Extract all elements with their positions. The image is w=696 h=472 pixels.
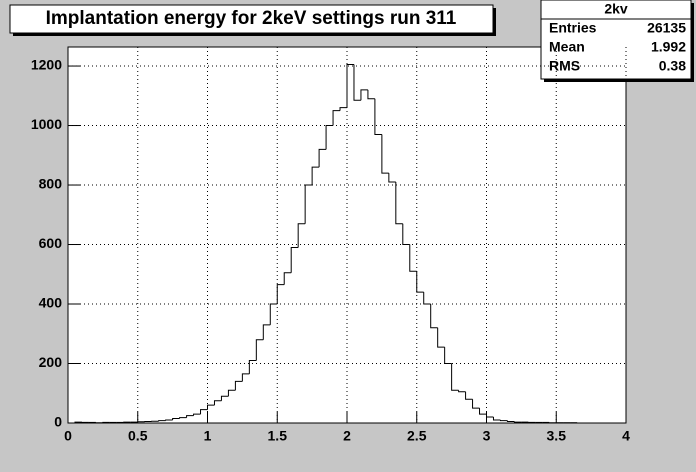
histogram-bin: [444, 347, 452, 365]
histogram-bin: [346, 64, 354, 108]
histogram-bin: [458, 390, 466, 393]
histogram-bin: [311, 166, 320, 186]
histogram-bin: [353, 64, 361, 101]
histogram-bin: [499, 420, 508, 422]
histogram-bin: [165, 419, 173, 421]
histogram-bin: [402, 223, 410, 246]
histogram-bin: [492, 417, 501, 421]
y-tick-label: 1000: [31, 116, 62, 132]
histogram-bin: [193, 413, 201, 416]
y-tick-label: 400: [39, 295, 63, 311]
histogram-bin: [269, 303, 278, 325]
y-tick-label: 800: [39, 176, 63, 192]
histogram-bin: [276, 284, 285, 305]
stats-label: Entries: [549, 20, 597, 36]
histogram-bin: [513, 421, 522, 423]
stats-label: Mean: [549, 39, 585, 55]
histogram-bin: [486, 414, 494, 418]
histogram-bin: [332, 110, 341, 126]
histogram-bin: [395, 182, 403, 225]
histogram-bin: [200, 409, 208, 415]
x-tick-label: 0.5: [128, 428, 148, 444]
histogram-bin: [367, 89, 375, 100]
chart-title: Implantation energy for 2keV settings ru…: [46, 8, 457, 29]
histogram-bin: [451, 363, 459, 391]
x-tick-label: 2: [343, 428, 351, 444]
histogram-bin: [234, 380, 243, 391]
x-tick-label: 3.5: [547, 428, 567, 444]
y-tick-label: 0: [54, 414, 62, 430]
histogram-bin: [283, 272, 292, 285]
y-tick-label: 1200: [31, 57, 62, 73]
y-tick-label: 200: [39, 354, 63, 370]
histogram-bin: [255, 339, 264, 361]
histogram-bin: [207, 404, 215, 410]
x-tick-label: 4: [622, 428, 630, 444]
x-tick-label: 1: [204, 428, 212, 444]
histogram-bin: [158, 420, 166, 422]
stats-title: 2kv: [604, 1, 628, 17]
y-tick-label: 600: [39, 235, 63, 251]
histogram-bin: [374, 98, 382, 135]
histogram-bin: [220, 395, 229, 401]
histogram-bin: [290, 246, 299, 273]
histogram-bin: [172, 418, 180, 421]
x-tick-label: 2.5: [407, 428, 427, 444]
histogram-bin: [304, 184, 313, 224]
histogram-bin: [506, 420, 515, 423]
histogram-bin: [248, 360, 257, 374]
histogram-bin: [213, 400, 222, 406]
x-tick-label: 3: [483, 428, 491, 444]
stats-value: 26135: [647, 20, 686, 36]
histogram-bin: [423, 292, 431, 305]
histogram-bin: [388, 173, 396, 183]
histogram-bin: [297, 223, 306, 248]
histogram-bin: [479, 408, 487, 415]
histogram-bin: [227, 389, 236, 397]
histogram-bin: [179, 417, 187, 419]
histogram-bin: [74, 421, 82, 423]
title-box: [9, 4, 494, 34]
histogram-bin: [186, 415, 194, 418]
histogram-bin: [472, 399, 480, 409]
histogram-bin: [409, 244, 417, 272]
histogram-bin: [325, 125, 334, 150]
histogram-bin: [430, 304, 438, 329]
x-tick-label: 1.5: [268, 428, 288, 444]
stats-value: 0.38: [659, 58, 686, 74]
histogram-bin: [339, 107, 347, 111]
histogram-bin: [437, 327, 445, 348]
stats-value: 1.992: [651, 39, 686, 55]
histogram-bin: [381, 134, 389, 174]
histogram-bin: [262, 324, 271, 340]
histogram-bin: [241, 373, 250, 382]
histogram-bin: [416, 271, 424, 293]
histogram-bin: [360, 89, 368, 101]
x-tick-label: 0: [64, 428, 72, 444]
histogram-bin: [465, 391, 473, 400]
histogram-bin: [318, 148, 327, 168]
